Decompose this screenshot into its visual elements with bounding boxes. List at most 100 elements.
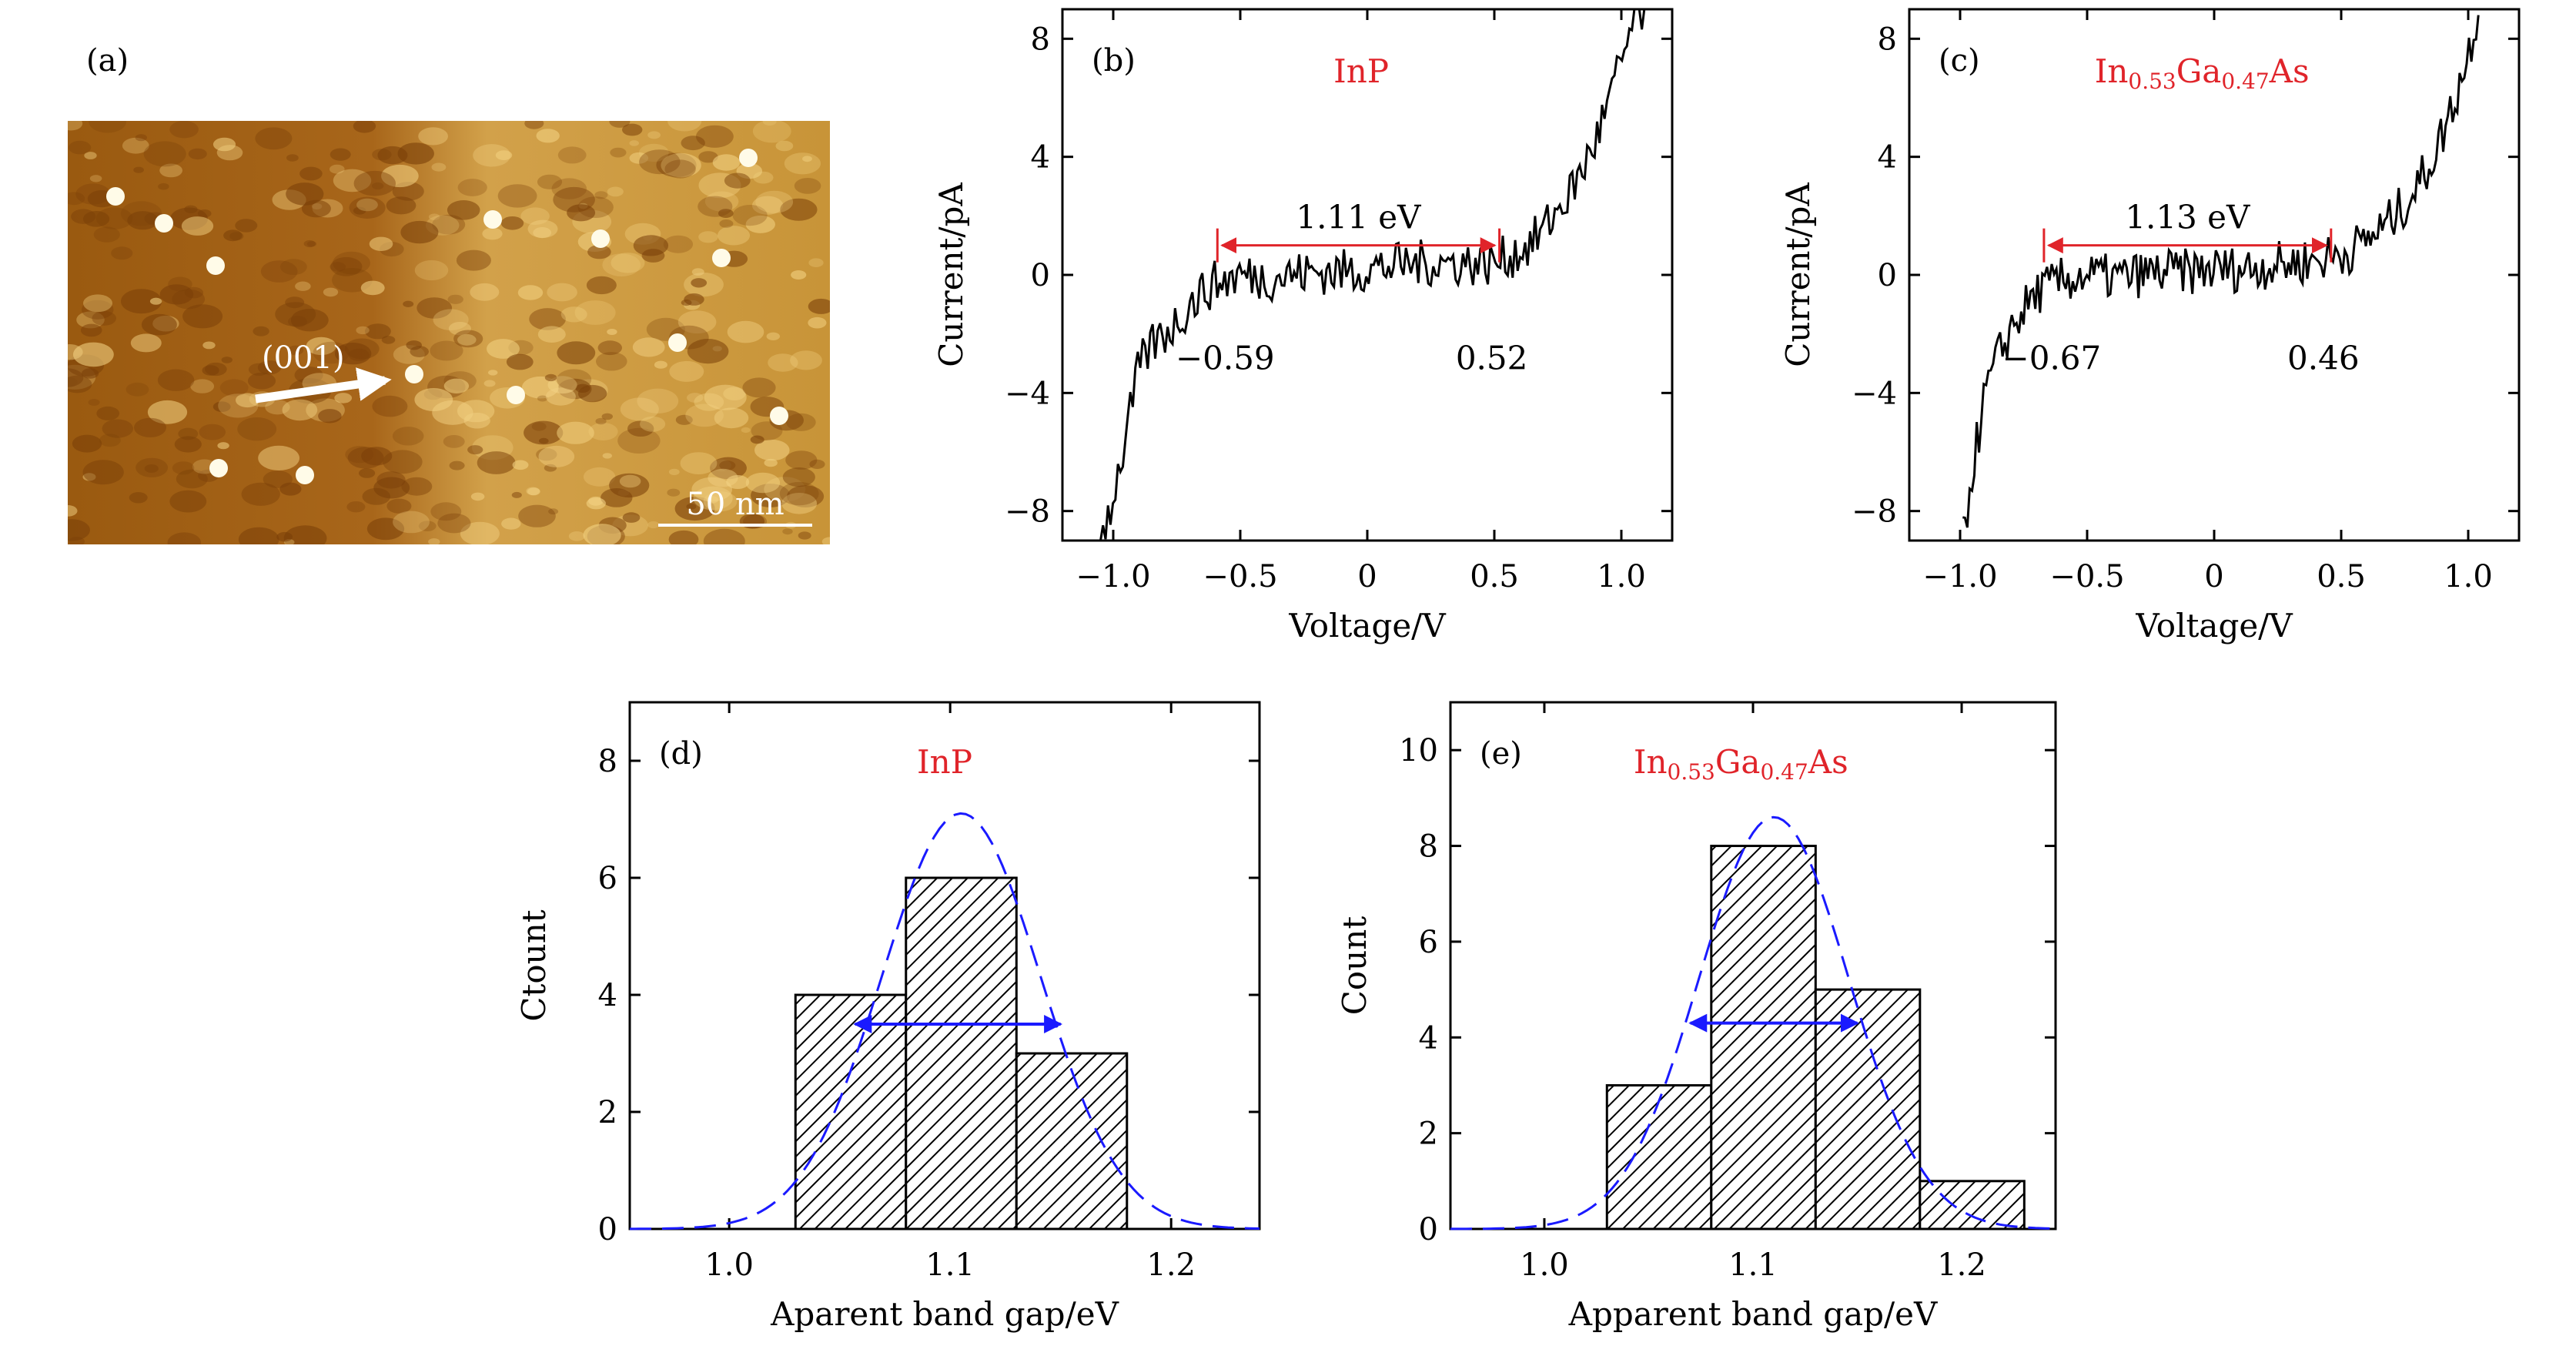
afm-grain	[443, 435, 465, 448]
gaussian-fit	[1450, 815, 2056, 1230]
afm-grain	[199, 424, 226, 440]
afm-grain	[567, 204, 596, 222]
y-axis-label: Current/pA	[932, 182, 970, 367]
afm-grain	[560, 306, 587, 323]
afm-grain	[547, 376, 577, 394]
afm-grain	[766, 332, 780, 340]
afm-grain	[742, 377, 776, 398]
afm-grain	[512, 460, 529, 470]
y-tick-label: 0	[598, 1212, 617, 1247]
afm-grain	[283, 525, 327, 544]
afm-grain	[547, 283, 577, 302]
afm-grain	[88, 399, 100, 406]
panel-c: −1.0 −0.5 0 0.5 1.0 −8 −4 0 4 8 Voltage/V Current/p…	[1779, 8, 2521, 645]
afm-grain	[260, 260, 298, 283]
afm-grain	[353, 121, 376, 133]
afm-grain	[122, 137, 149, 154]
afm-grain	[313, 341, 350, 364]
afm-grain	[323, 287, 339, 297]
afm-grain	[83, 211, 110, 227]
x-tick-label: 1.0	[704, 1247, 754, 1283]
afm-grain	[544, 464, 557, 472]
afm-grain	[457, 179, 487, 196]
y-tick-label: 10	[1399, 733, 1438, 768]
afm-grain	[287, 345, 304, 356]
afm-grain	[622, 512, 641, 523]
afm-grain	[449, 460, 465, 470]
afm-grain	[134, 417, 166, 437]
afm-grain	[157, 369, 195, 391]
afm-grain	[802, 156, 812, 162]
afm-grain	[751, 196, 784, 215]
y-tick-label: 2	[598, 1095, 617, 1130]
series-label: InP	[1333, 52, 1389, 90]
afm-grain	[607, 186, 624, 197]
afm-grain	[82, 368, 99, 379]
afm-grain	[303, 239, 316, 248]
afm-grain	[531, 422, 547, 431]
afm-grain	[181, 216, 214, 236]
afm-grain	[190, 379, 215, 393]
x-tick-label: −0.5	[1203, 559, 1277, 594]
afm-grain	[348, 348, 370, 361]
surface-arrow	[255, 367, 392, 403]
afm-grain	[714, 407, 749, 429]
afm-grain	[253, 326, 269, 336]
afm-grain	[247, 372, 276, 390]
afm-grain	[121, 289, 162, 314]
right-edge-label: 0.46	[2287, 340, 2360, 377]
afm-grain	[703, 491, 738, 512]
afm-grain	[647, 521, 660, 529]
afm-grain	[372, 182, 384, 190]
afm-bright-spot	[668, 333, 687, 352]
afm-grain	[333, 169, 372, 193]
afm-grain	[575, 383, 590, 393]
afm-grain	[751, 484, 791, 507]
afm-grain	[518, 504, 556, 527]
afm-grain	[536, 129, 560, 143]
afm-bright-spot	[155, 214, 173, 233]
afm-grain	[808, 258, 824, 268]
y-tick-label: −8	[1005, 494, 1050, 530]
afm-grain	[89, 121, 127, 133]
afm-grain	[373, 477, 410, 499]
afm-grain	[784, 152, 821, 175]
panel-label: (b)	[1092, 43, 1136, 79]
afm-grain	[791, 270, 807, 280]
afm-grain	[708, 468, 738, 487]
afm-grain	[174, 436, 202, 453]
afm-grain	[668, 530, 699, 544]
afm-grain	[583, 467, 616, 487]
afm-grain	[680, 452, 718, 474]
afm-grain	[182, 304, 223, 329]
afm-grain	[432, 214, 466, 235]
afm-grain	[798, 531, 811, 540]
afm-grain	[640, 416, 666, 432]
afm-grain	[675, 414, 693, 425]
afm-grain	[781, 493, 818, 514]
afm-grain	[347, 447, 384, 469]
afm-grain	[694, 393, 724, 411]
afm-grain	[787, 485, 825, 507]
afm-grain	[428, 538, 440, 544]
afm-grain	[457, 400, 495, 423]
afm-grain	[188, 148, 207, 160]
y-tick-label: 0	[1878, 258, 1897, 293]
afm-grain	[619, 474, 641, 488]
afm-grain	[704, 191, 739, 212]
afm-grain	[698, 151, 718, 163]
panel-label: (d)	[659, 736, 703, 772]
afm-grain	[717, 226, 751, 246]
left-edge-label: −0.67	[2002, 340, 2102, 377]
afm-grain	[544, 373, 557, 382]
panel-d: 1.0 1.1 1.2 0 2 4 6 8 Aparent band gap/eV Ctount (…	[515, 701, 1261, 1333]
panel-label: (e)	[1480, 736, 1522, 772]
afm-grain	[537, 326, 566, 343]
afm-grain	[433, 309, 469, 331]
afm-grain	[159, 284, 194, 305]
afm-grain	[610, 147, 627, 158]
afm-grain	[82, 473, 96, 481]
afm-grain	[477, 451, 516, 474]
afm-grain	[414, 259, 449, 281]
